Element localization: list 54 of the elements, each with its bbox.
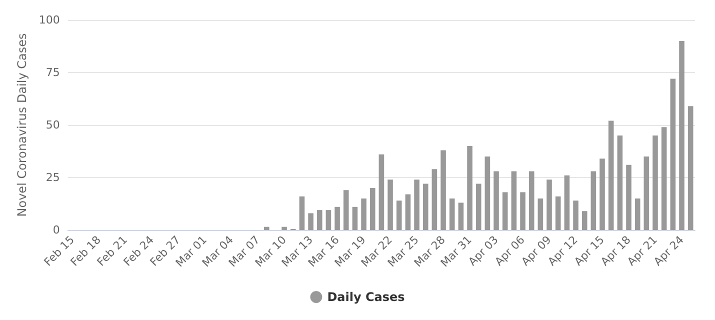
y-tick-label: 50: [46, 118, 60, 132]
bar: [626, 164, 632, 230]
bar: [511, 171, 517, 230]
bar: [494, 171, 499, 230]
bar: [546, 180, 552, 230]
bar: [361, 198, 366, 230]
bar: [476, 184, 482, 230]
bar: [582, 211, 588, 230]
bar: [405, 194, 411, 230]
bar: [326, 210, 332, 230]
bar: [396, 200, 402, 230]
bar: [617, 136, 623, 230]
bar: [414, 180, 420, 230]
bar: [528, 171, 534, 230]
bar: [422, 184, 428, 230]
bar: [670, 78, 676, 230]
bar: [679, 41, 684, 230]
bar: [484, 156, 490, 230]
bar: [634, 198, 640, 230]
bar: [343, 190, 349, 230]
bar: [555, 196, 561, 230]
bar: [378, 154, 384, 230]
bar: [316, 210, 322, 230]
y-tick-label: 0: [52, 224, 60, 236]
bar: [467, 146, 472, 230]
bar: [282, 226, 287, 230]
bar: [308, 213, 314, 230]
bar: [502, 192, 508, 230]
bar: [458, 202, 464, 230]
bar: [573, 200, 578, 230]
bar: [388, 180, 393, 230]
y-axis-title: Novel Coronavirus Daily Cases: [15, 33, 29, 217]
bar: [590, 171, 596, 230]
bar: [432, 169, 438, 230]
bar: [449, 198, 455, 230]
bar: [644, 156, 650, 230]
y-tick-label: 25: [46, 171, 60, 184]
y-tick-label: 75: [46, 66, 60, 79]
bar: [652, 136, 658, 230]
bar: [299, 196, 305, 230]
bar: [688, 106, 694, 230]
y-tick-label: 100: [38, 14, 60, 26]
bar: [264, 226, 270, 230]
bar: [370, 188, 376, 230]
bar: [334, 206, 340, 230]
bar: [608, 120, 614, 230]
bar: [352, 206, 358, 230]
bar: [661, 127, 667, 230]
bar: [538, 198, 544, 230]
bar: [440, 150, 446, 230]
bar: [520, 192, 526, 230]
legend-label: Daily Cases: [327, 290, 405, 304]
bar: [600, 158, 605, 230]
bar: [564, 175, 570, 230]
